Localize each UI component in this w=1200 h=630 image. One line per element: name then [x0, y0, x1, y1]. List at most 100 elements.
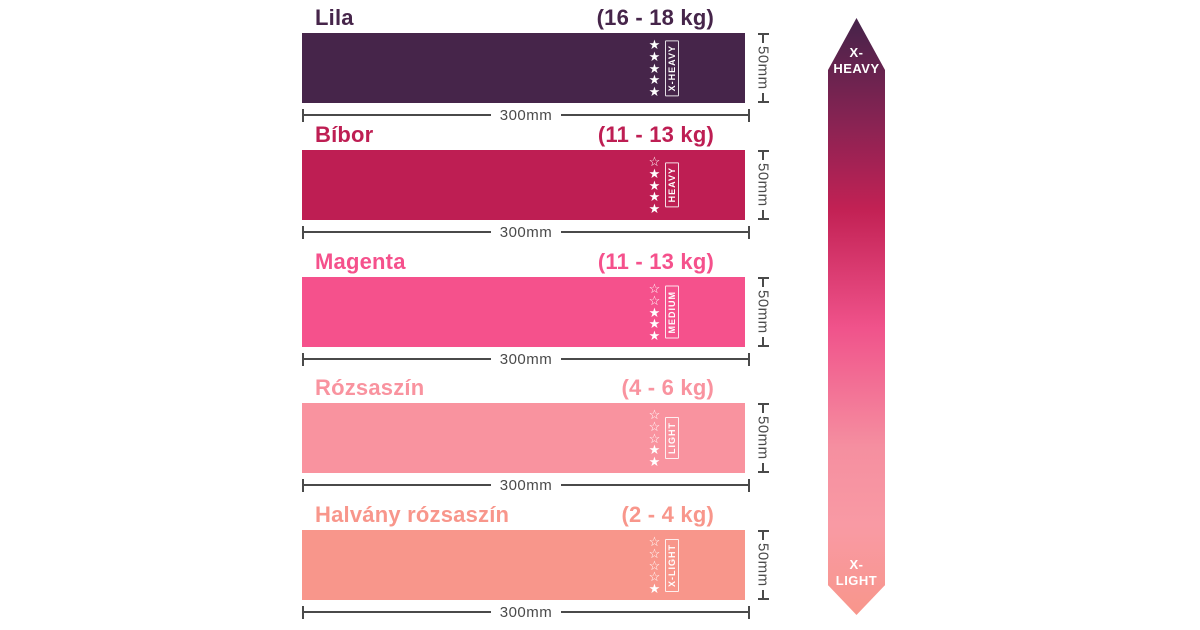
band-title: Magenta — [315, 249, 406, 274]
band-header: Halvány rózsaszín (2 - 4 kg) — [302, 502, 750, 528]
width-dimension: 300mm — [302, 350, 750, 368]
star-icon: ★ — [648, 189, 661, 205]
scale-bottom-label-line2: LIGHT — [835, 573, 878, 588]
dimension-tick — [757, 218, 769, 220]
strength-scale-arrow: X- HEAVY X- LIGHT — [828, 18, 885, 615]
band-group: Bíbor (11 - 13 kg) ☆ ★ ★ ★ ★ HEAVY 50mm 300m… — [302, 122, 776, 241]
grade-box: HEAVY — [665, 162, 680, 208]
band-row: ☆ ☆ ★ ★ ★ MEDIUM 50mm — [302, 277, 776, 347]
star-icon: ★ — [648, 177, 661, 193]
dimension-line — [561, 358, 748, 360]
height-dimension: 50mm — [750, 277, 776, 347]
width-dimension-label: 300mm — [499, 223, 553, 241]
band-weight-range: (11 - 13 kg) — [597, 122, 714, 147]
dimension-line — [561, 611, 748, 613]
band-header: Lila (16 - 18 kg) — [302, 5, 750, 31]
dimension-line — [762, 405, 765, 414]
dimension-tick — [302, 352, 304, 366]
star-icon: ★ — [648, 48, 661, 64]
band-header: Bíbor (11 - 13 kg) — [302, 122, 750, 148]
width-dimension: 300mm — [302, 477, 750, 494]
width-dimension: 300mm — [302, 106, 750, 124]
dimension-line — [561, 114, 748, 116]
scale-bottom-label-line1: X- — [849, 557, 864, 572]
band-rect: ☆ ☆ ☆ ☆ ★ X-LIGHT — [302, 530, 746, 600]
dimension-line — [762, 589, 765, 598]
dimension-line — [304, 358, 491, 360]
band-weight-range: (16 - 18 kg) — [596, 5, 714, 30]
band-title: Rózsaszín — [315, 375, 425, 400]
band-marking: ☆ ★ ★ ★ ★ HEAVY — [648, 155, 680, 215]
band-header: Rózsaszín (4 - 6 kg) — [302, 375, 750, 401]
band-rect: ☆ ★ ★ ★ ★ HEAVY — [302, 150, 746, 220]
band-rect: ☆ ☆ ☆ ★ ★ LIGHT — [302, 403, 746, 473]
star-icon: ☆ — [648, 534, 661, 549]
star-icon: ★ — [648, 454, 661, 469]
band-marking: ☆ ☆ ☆ ★ ★ LIGHT — [648, 408, 680, 469]
band-row: ☆ ☆ ☆ ☆ ★ X-LIGHT 50mm — [302, 530, 776, 600]
height-dimension: 50mm — [750, 150, 776, 220]
width-dimension: 300mm — [302, 604, 750, 621]
band-weight-range: (4 - 6 kg) — [621, 375, 714, 400]
dimension-tick — [757, 530, 769, 532]
dimension-line — [762, 152, 765, 161]
band-rect: ★ ★ ★ ★ ★ X-HEAVY — [302, 33, 746, 103]
dimension-line — [762, 279, 765, 288]
height-dimension-label: 50mm — [754, 543, 772, 587]
star-icon: ☆ — [648, 557, 661, 573]
star-icon: ☆ — [648, 281, 661, 296]
star-rating: ☆ ★ ★ ★ ★ — [648, 155, 661, 215]
band-group: Rózsaszín (4 - 6 kg) ☆ ☆ ☆ ★ ★ LIGHT 50mm 30… — [302, 375, 776, 494]
band-rect: ☆ ☆ ★ ★ ★ MEDIUM — [302, 277, 746, 347]
band-marking: ☆ ☆ ★ ★ ★ MEDIUM — [648, 281, 680, 343]
dimension-line — [561, 484, 748, 486]
scale-top-label-line2: HEAVY — [833, 61, 880, 76]
dimension-line — [304, 114, 491, 116]
star-icon: ★ — [648, 316, 661, 332]
grade-box: X-HEAVY — [665, 39, 680, 97]
band-group: Magenta (11 - 13 kg) ☆ ☆ ★ ★ ★ MEDIUM 50mm 3… — [302, 249, 776, 368]
star-icon: ★ — [648, 72, 661, 88]
width-dimension-label: 300mm — [499, 350, 553, 368]
star-icon: ★ — [648, 84, 661, 99]
dimension-line — [762, 336, 765, 345]
dimension-tick — [757, 277, 769, 279]
band-title: Lila — [315, 5, 354, 30]
dimension-tick — [302, 108, 304, 122]
width-dimension: 300mm — [302, 223, 750, 241]
star-icon: ☆ — [648, 569, 661, 585]
star-icon: ★ — [648, 165, 661, 181]
star-icon: ★ — [648, 328, 661, 343]
band-row: ★ ★ ★ ★ ★ X-HEAVY 50mm — [302, 33, 776, 103]
star-icon: ★ — [648, 37, 661, 52]
height-dimension: 50mm — [750, 33, 776, 103]
grade-box: X-LIGHT — [665, 538, 680, 592]
grade-box: MEDIUM — [665, 285, 680, 339]
star-rating: ☆ ☆ ☆ ☆ ★ — [648, 534, 661, 595]
dimension-line — [762, 92, 765, 101]
band-row: ☆ ★ ★ ★ ★ HEAVY 50mm — [302, 150, 776, 220]
dimension-tick — [748, 225, 750, 239]
dimension-tick — [748, 478, 750, 492]
dimension-tick — [757, 101, 769, 103]
dimension-line — [762, 462, 765, 471]
height-dimension: 50mm — [750, 403, 776, 473]
band-title: Halvány rózsaszín — [315, 502, 510, 527]
star-rating: ☆ ☆ ☆ ★ ★ — [648, 408, 661, 469]
band-marking: ☆ ☆ ☆ ☆ ★ X-LIGHT — [648, 534, 680, 595]
band-group: Halvány rózsaszín (2 - 4 kg) ☆ ☆ ☆ ☆ ★ X-LIG… — [302, 502, 776, 621]
star-rating: ★ ★ ★ ★ ★ — [648, 37, 661, 99]
dimension-tick — [748, 108, 750, 122]
dimension-tick — [757, 403, 769, 405]
height-dimension-label: 50mm — [754, 163, 772, 207]
band-weight-range: (2 - 4 kg) — [621, 502, 714, 527]
dimension-tick — [748, 605, 750, 619]
band-marking: ★ ★ ★ ★ ★ X-HEAVY — [648, 37, 680, 99]
star-icon: ☆ — [648, 430, 661, 446]
star-rating: ☆ ☆ ★ ★ ★ — [648, 281, 661, 343]
dimension-tick — [757, 471, 769, 473]
dimension-line — [304, 611, 491, 613]
width-dimension-label: 300mm — [499, 106, 553, 124]
dimension-tick — [757, 150, 769, 152]
star-icon: ★ — [648, 442, 661, 458]
